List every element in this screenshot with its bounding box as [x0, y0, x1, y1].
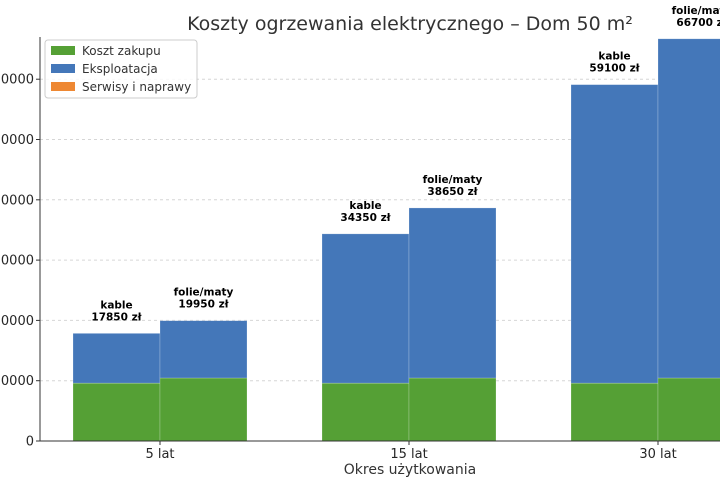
legend-swatch: [51, 46, 75, 55]
bar-label-total: 17850 zł: [91, 311, 142, 323]
bar-label-total: 59100 zł: [589, 63, 640, 75]
y-tick-label: 0000: [1, 374, 34, 389]
bar-segment: [408, 377, 497, 442]
bar-segment: [159, 377, 248, 442]
bar-segment: [657, 38, 720, 379]
legend-label: Eksploatacja: [82, 62, 158, 76]
bar-segment: [159, 320, 248, 379]
bar-segment: [321, 382, 410, 442]
bar-segment: [72, 333, 161, 384]
legend-swatch: [51, 64, 75, 73]
bars: [72, 38, 720, 442]
bar-segment: [570, 382, 659, 442]
bar-label-variant: folie/maty: [672, 5, 720, 17]
bar-segment: [570, 84, 659, 384]
y-tick-label: 0000: [1, 133, 34, 148]
bar-label-variant: folie/maty: [423, 174, 483, 186]
bar-label-variant: kable: [100, 299, 132, 311]
legend-swatch: [51, 82, 75, 91]
bar-segment: [72, 382, 161, 442]
bar-label-variant: kable: [598, 51, 630, 63]
bar-segment: [408, 207, 497, 379]
y-tick-label: 0000: [1, 73, 34, 88]
bar-label-total: 34350 zł: [340, 212, 391, 224]
bar-label-variant: folie/maty: [174, 287, 234, 299]
x-ticks: 5 lat 15 lat 30 lat: [145, 441, 677, 462]
bar-label-total: 66700 zł: [676, 17, 720, 29]
bar-segment: [321, 233, 410, 384]
x-tick-label: 5 lat: [145, 447, 174, 462]
bar-segment: [657, 377, 720, 442]
legend-label: Serwisy i naprawy: [82, 80, 191, 94]
legend-label: Koszt zakupu: [82, 44, 161, 58]
chart-title: Koszty ogrzewania elektrycznego – Dom 50…: [187, 13, 633, 35]
bar-label-total: 38650 zł: [427, 186, 478, 198]
axes: [39, 37, 720, 442]
bar-label-total: 19950 zł: [178, 299, 229, 311]
x-tick-label: 15 lat: [390, 447, 427, 462]
legend-box: [44, 39, 198, 99]
legend: Koszt zakupu Eksploatacja Serwisy i napraw…: [44, 39, 198, 99]
bar-label-variant: kable: [349, 200, 381, 212]
y-tick-label: 0000: [1, 314, 34, 329]
x-tick-label: 30 lat: [639, 447, 676, 462]
y-tick-label: 0000: [1, 193, 34, 208]
x-axis-label: Okres użytkowania: [344, 462, 476, 478]
y-tick-label: 0: [26, 435, 34, 450]
y-tick-label: 0000: [1, 254, 34, 269]
